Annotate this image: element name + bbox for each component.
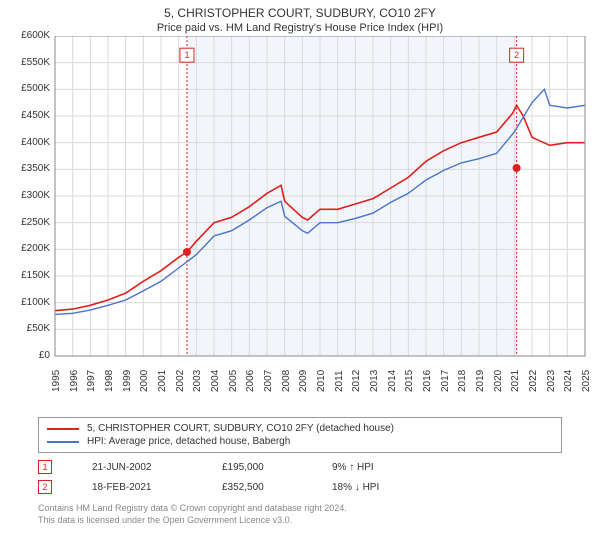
arrow-icon: ↑: [349, 462, 354, 473]
event-price: £352,500: [222, 482, 292, 493]
x-tick-label: 2022: [528, 370, 539, 392]
x-tick-label: 2016: [422, 370, 433, 392]
x-tick-label: 2011: [334, 370, 345, 392]
legend-row: HPI: Average price, detached house, Babe…: [47, 435, 553, 448]
x-tick-label: 2023: [546, 370, 557, 392]
legend-label: HPI: Average price, detached house, Babe…: [87, 436, 290, 447]
y-tick-label: £550K: [21, 57, 50, 68]
x-tick-label: 1998: [104, 370, 115, 392]
legend-swatch: [47, 428, 79, 430]
chart-container: 12£0£50K£100K£150K£200K£250K£300K£350K£4…: [0, 36, 600, 411]
event-row-marker: 2: [38, 480, 52, 494]
y-tick-label: £500K: [21, 83, 50, 94]
event-date: 21-JUN-2002: [92, 462, 182, 473]
event-price: £195,000: [222, 462, 292, 473]
events-table: 1 21-JUN-2002 £195,000 9% ↑ HPI 2 18-FEB-2021…: [38, 457, 562, 497]
event-delta: 18% ↓ HPI: [332, 482, 379, 493]
x-tick-label: 1996: [69, 370, 80, 392]
svg-text:1: 1: [184, 50, 189, 60]
footnote-line1: Contains HM Land Registry data © Crown c…: [38, 503, 347, 513]
y-tick-label: £100K: [21, 297, 50, 308]
y-tick-label: £300K: [21, 190, 50, 201]
y-tick-label: £150K: [21, 270, 50, 281]
x-tick-label: 2019: [475, 370, 486, 392]
event-delta: 9% ↑ HPI: [332, 462, 374, 473]
event-row: 2 18-FEB-2021 £352,500 18% ↓ HPI: [38, 477, 562, 497]
x-tick-label: 1997: [86, 370, 97, 392]
price-chart: 12: [0, 36, 600, 411]
svg-text:2: 2: [514, 50, 519, 60]
sale-point: [513, 164, 521, 172]
y-tick-label: £600K: [21, 30, 50, 41]
y-tick-label: £400K: [21, 137, 50, 148]
sale-point: [183, 248, 191, 256]
event-row-marker: 1: [38, 460, 52, 474]
x-tick-label: 2008: [281, 370, 292, 392]
legend-box: 5, CHRISTOPHER COURT, SUDBURY, CO10 2FY …: [38, 417, 562, 453]
x-tick-label: 2009: [298, 370, 309, 392]
arrow-icon: ↓: [355, 482, 360, 493]
y-tick-label: £0: [39, 350, 50, 361]
footnote: Contains HM Land Registry data © Crown c…: [38, 503, 562, 526]
event-date: 18-FEB-2021: [92, 482, 182, 493]
page-subtitle: Price paid vs. HM Land Registry's House …: [0, 20, 600, 36]
x-tick-label: 2006: [245, 370, 256, 392]
footnote-line2: This data is licensed under the Open Gov…: [38, 515, 292, 525]
y-tick-label: £350K: [21, 163, 50, 174]
event-row: 1 21-JUN-2002 £195,000 9% ↑ HPI: [38, 457, 562, 477]
x-tick-label: 1999: [122, 370, 133, 392]
legend-row: 5, CHRISTOPHER COURT, SUDBURY, CO10 2FY …: [47, 422, 553, 435]
page-title: 5, CHRISTOPHER COURT, SUDBURY, CO10 2FY: [0, 0, 600, 20]
x-tick-label: 1995: [51, 370, 62, 392]
y-tick-label: £250K: [21, 217, 50, 228]
x-tick-label: 2014: [387, 370, 398, 392]
x-tick-label: 2013: [369, 370, 380, 392]
legend-swatch: [47, 441, 79, 443]
x-tick-label: 2007: [263, 370, 274, 392]
x-tick-label: 2000: [139, 370, 150, 392]
x-tick-label: 2005: [228, 370, 239, 392]
legend-label: 5, CHRISTOPHER COURT, SUDBURY, CO10 2FY …: [87, 423, 394, 434]
x-tick-label: 2002: [175, 370, 186, 392]
x-tick-label: 2017: [440, 370, 451, 392]
x-tick-label: 2004: [210, 370, 221, 392]
y-tick-label: £450K: [21, 110, 50, 121]
x-tick-label: 2024: [563, 370, 574, 392]
y-tick-label: £50K: [27, 323, 50, 334]
x-tick-label: 2003: [192, 370, 203, 392]
x-tick-label: 2010: [316, 370, 327, 392]
x-tick-label: 2015: [404, 370, 415, 392]
x-tick-label: 2012: [351, 370, 362, 392]
y-tick-label: £200K: [21, 243, 50, 254]
x-tick-label: 2001: [157, 370, 168, 392]
x-tick-label: 2018: [457, 370, 468, 392]
x-tick-label: 2020: [493, 370, 504, 392]
x-tick-label: 2021: [510, 370, 521, 392]
x-tick-label: 2025: [581, 370, 592, 392]
